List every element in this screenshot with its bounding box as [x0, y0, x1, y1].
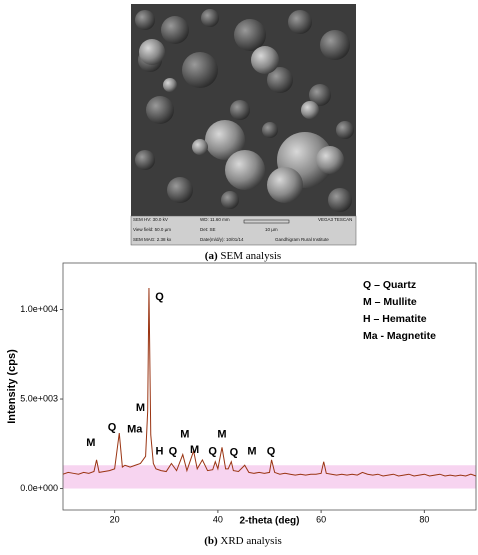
sem-caption: (a) SEM analysis	[205, 250, 281, 262]
peak-label: Q	[230, 447, 239, 459]
peak-label: Q	[108, 422, 117, 434]
y-axis-label: Intensity (cps)	[6, 349, 18, 424]
peak-label: Q	[267, 446, 276, 458]
peak-label: M	[217, 429, 226, 441]
caption-text: SEM analysis	[220, 250, 281, 262]
peak-label: Q	[208, 446, 217, 458]
x-axis-label: 2-theta (deg)	[240, 516, 300, 527]
legend-entry: M – Mullite	[363, 296, 417, 308]
x-tick-label: 40	[213, 514, 223, 524]
peak-label: M	[180, 429, 189, 441]
peak-label: Q	[169, 446, 178, 458]
sem-info: View field: 50.0 µm	[133, 227, 171, 232]
x-tick-label: 80	[419, 514, 429, 524]
sem-info: Date(m/d/y): 10/01/14	[200, 237, 244, 242]
peak-label: H	[156, 446, 164, 458]
xrd-caption: (b) XRD analysis	[204, 535, 282, 547]
y-tick-label: 0.0e+000	[20, 483, 58, 493]
peak-label: M	[136, 402, 145, 414]
peak-label: M	[247, 446, 256, 458]
plot-frame	[62, 262, 477, 511]
sem-image	[130, 4, 357, 246]
sem-info: SEM HV: 30.0 kV	[133, 217, 168, 222]
peak-label: M	[190, 444, 199, 456]
sem-info: SEM MAG: 2.38 kx	[133, 237, 172, 242]
caption-text: XRD analysis	[220, 535, 281, 547]
legend-entry: Q – Quartz	[363, 279, 416, 291]
sem-info: VEGA3 TESCAN	[318, 217, 352, 222]
peak-label: Ma	[127, 423, 143, 435]
y-tick-label: 5.0e+003	[20, 393, 58, 403]
caption-label: (a)	[205, 250, 218, 262]
xrd-line	[62, 288, 477, 477]
peak-label: M	[86, 437, 95, 449]
band	[63, 465, 476, 489]
y-tick-label: 1.0e+004	[20, 304, 58, 314]
x-tick-label: 20	[110, 514, 120, 524]
sem-info: Det: SE	[200, 227, 216, 232]
legend-entry: H – Hematite	[363, 313, 427, 325]
sem-info: 10 µm	[265, 227, 278, 232]
sem-info: WD: 11.60 mm	[200, 217, 230, 222]
sem-info: Gandhigram Rural Institute	[275, 237, 329, 242]
caption-label: (b)	[204, 535, 218, 547]
legend-entry: Ma - Magnetite	[363, 330, 436, 342]
x-tick-label: 60	[316, 514, 326, 524]
peak-label: Q	[155, 291, 164, 303]
scale-bar	[243, 219, 290, 224]
